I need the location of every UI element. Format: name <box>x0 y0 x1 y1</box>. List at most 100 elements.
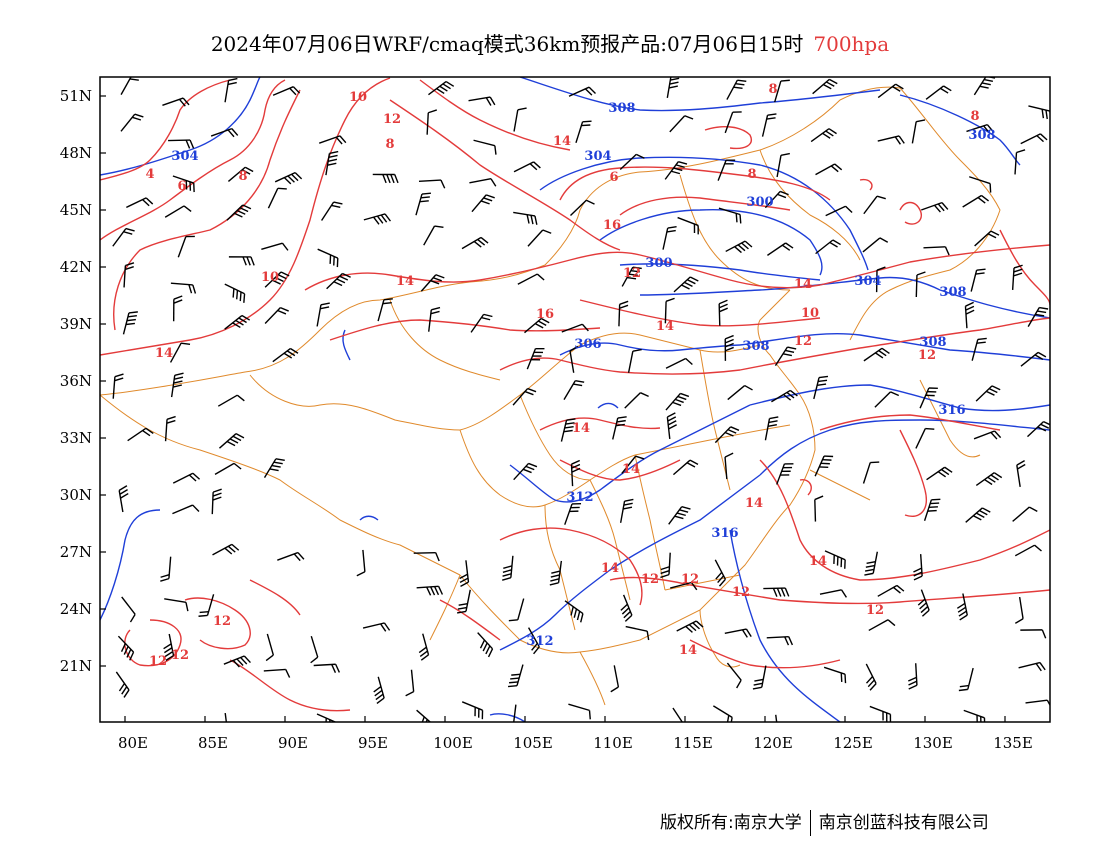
wind-barb <box>776 152 790 178</box>
wind-barb <box>664 297 675 324</box>
wind-barb <box>973 77 996 96</box>
wind-barb <box>164 598 189 612</box>
wind-barb <box>968 176 992 193</box>
wind-barb <box>1016 459 1026 487</box>
lon-tick-label: 115E <box>673 734 713 752</box>
wind-barb <box>461 701 484 720</box>
wind-barb <box>277 551 305 562</box>
wind-barb <box>612 416 627 440</box>
wind-barb <box>776 463 794 485</box>
temp-contour-label: 14 <box>794 277 812 292</box>
wind-barb <box>862 237 889 253</box>
wind-barb <box>512 387 537 406</box>
wind-barb <box>618 300 629 327</box>
wind-barb <box>469 178 497 187</box>
temp-contour-label: 14 <box>553 134 571 149</box>
lat-tick-label: 51N <box>60 87 92 105</box>
wind-barb <box>265 633 275 662</box>
wind-barb <box>313 663 341 673</box>
wind-barb <box>120 77 141 95</box>
map-title: 2024年07月06日WRF/cmaq模式36km预报产品:07月06日15时 7… <box>0 28 1100 57</box>
wind-barb <box>773 79 790 103</box>
wind-barb <box>913 554 923 581</box>
wind-barb <box>971 337 987 361</box>
wind-barb <box>163 633 175 661</box>
wind-barb <box>819 589 848 598</box>
temp-contour-label: 12 <box>918 348 936 363</box>
height-contour-label: 306 <box>574 337 601 352</box>
wind-barb <box>372 173 399 184</box>
wind-barb <box>513 107 527 132</box>
map-frame <box>99 76 1051 723</box>
lon-tick-label: 110E <box>593 734 633 752</box>
wind-barb <box>224 712 228 722</box>
height-contour-label: 312 <box>526 634 553 649</box>
wind-barb <box>923 246 950 256</box>
height-labels: 308 304 304 300 300 304 308 308 306 308 312 316 316 3… <box>171 101 995 649</box>
wind-barb <box>877 135 905 145</box>
wind-barb <box>162 97 190 107</box>
wind-barb <box>965 507 991 523</box>
longitude-axis: 80E 85E 90E 95E 100E 105E 110E 115E 120E 125E 130E… <box>118 716 1033 752</box>
wind-barb <box>223 655 251 668</box>
wind-barb <box>527 627 540 655</box>
height-contour-label: 308 <box>608 101 635 116</box>
wind-barb <box>1025 699 1050 707</box>
wind-barb <box>112 227 135 247</box>
copyright-right: 南京创蓝科技有限公司 <box>818 813 989 833</box>
wind-barb <box>676 620 704 633</box>
wind-barb <box>958 667 974 692</box>
wind-barb <box>1011 264 1023 290</box>
lat-tick-label: 21N <box>60 657 92 675</box>
wind-barb <box>210 127 239 138</box>
wind-barb <box>725 240 753 254</box>
wind-barb <box>420 274 445 292</box>
wind-barb <box>1028 105 1050 120</box>
temp-contour-label: 14 <box>396 274 414 289</box>
wind-barb <box>915 271 926 298</box>
height-contour-label: 308 <box>939 285 966 300</box>
wind-barb <box>160 556 172 582</box>
wind-barb <box>512 704 517 722</box>
temp-contour-label: 4 <box>145 167 154 182</box>
wind-barb <box>812 78 838 95</box>
height-contour-label: 304 <box>584 149 611 164</box>
wind-barb <box>869 705 892 722</box>
lat-tick-label: 24N <box>60 600 92 618</box>
wind-barb <box>272 86 301 96</box>
wind-barb <box>172 175 195 193</box>
wind-barb <box>775 714 778 722</box>
temp-contour-label: 12 <box>794 334 812 349</box>
wind-barb <box>625 625 650 641</box>
wind-barb <box>362 622 391 632</box>
wind-barb <box>814 495 824 522</box>
wind-barb <box>921 201 949 213</box>
wind-barb <box>568 703 591 720</box>
temp-contour-label: 10 <box>261 270 279 285</box>
wind-barb <box>973 430 1002 440</box>
wind-barb <box>665 357 693 369</box>
wind-barb <box>470 313 493 333</box>
temp-contour-label: 16 <box>536 307 554 322</box>
wind-barb <box>423 225 444 246</box>
wind-barb <box>112 373 124 399</box>
wind-barb <box>925 85 952 100</box>
wind-barb <box>627 348 642 373</box>
wind-barb <box>666 77 680 99</box>
wind-barb <box>718 299 728 326</box>
lon-tick-label: 85E <box>198 734 228 752</box>
wind-barb <box>564 502 582 525</box>
wind-barb <box>874 391 900 408</box>
wind-barb <box>321 201 343 221</box>
wind-barb <box>724 452 734 480</box>
wind-barb <box>624 392 649 409</box>
wind-barb <box>123 262 135 288</box>
wind-barb <box>459 560 470 587</box>
wind-barb <box>120 113 144 132</box>
wind-barb <box>919 387 938 409</box>
footer-divider <box>809 810 811 836</box>
wind-barb <box>875 266 886 293</box>
lon-tick-label: 100E <box>433 734 473 752</box>
wind-barb <box>517 273 545 285</box>
wind-barb <box>669 115 694 133</box>
